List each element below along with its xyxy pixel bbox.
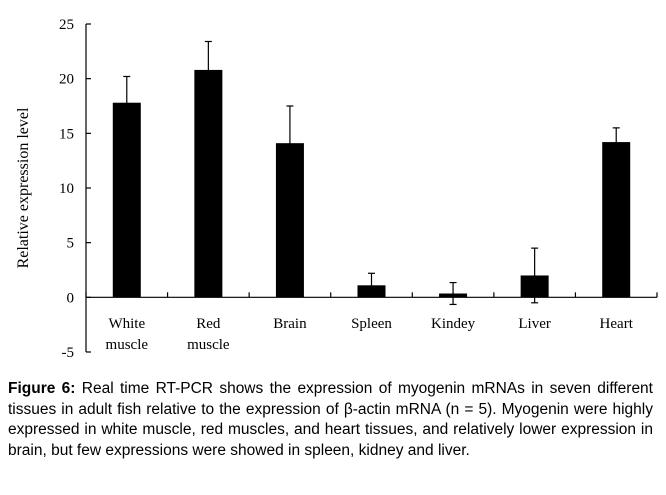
caption-label: Figure 6: [8,380,76,397]
category-labels: White muscle Red muscle Brain Spleen Kindey Liv… [106,316,634,353]
y-axis: -5 0 5 10 15 20 25 [59,17,91,361]
y-tick-label: 10 [59,181,74,197]
y-tick-label: 25 [59,17,74,33]
y-axis-title: Relative expression level [15,107,32,268]
y-tick-label: 15 [59,126,74,142]
bar-chart: -5 0 5 10 15 20 25 White muscle Red muscle Brain Sp… [15,17,658,361]
x-tick-label: muscle [106,337,149,353]
x-tick-label: Heart [600,316,634,332]
x-tick-label: Brain [273,316,307,332]
y-tick-label: -5 [62,345,75,361]
y-tick-label: 20 [59,72,74,88]
figure-caption: Figure 6: Real time RT-PCR shows the exp… [8,379,653,461]
y-tick-label: 0 [67,290,75,306]
bar [112,102,141,298]
x-tick-label: Red [196,316,221,332]
x-tick-label: Liver [518,316,550,332]
x-tick-label: White [108,316,145,332]
x-tick-label: muscle [187,337,230,353]
bar [194,69,223,298]
bars [112,69,631,298]
bar [602,142,631,298]
y-tick-label: 5 [67,236,75,252]
x-tick-label: Spleen [351,316,392,332]
caption-text: Real time RT-PCR shows the expression of… [8,380,653,459]
x-tick-label: Kindey [431,316,476,332]
error-bars [123,40,620,306]
